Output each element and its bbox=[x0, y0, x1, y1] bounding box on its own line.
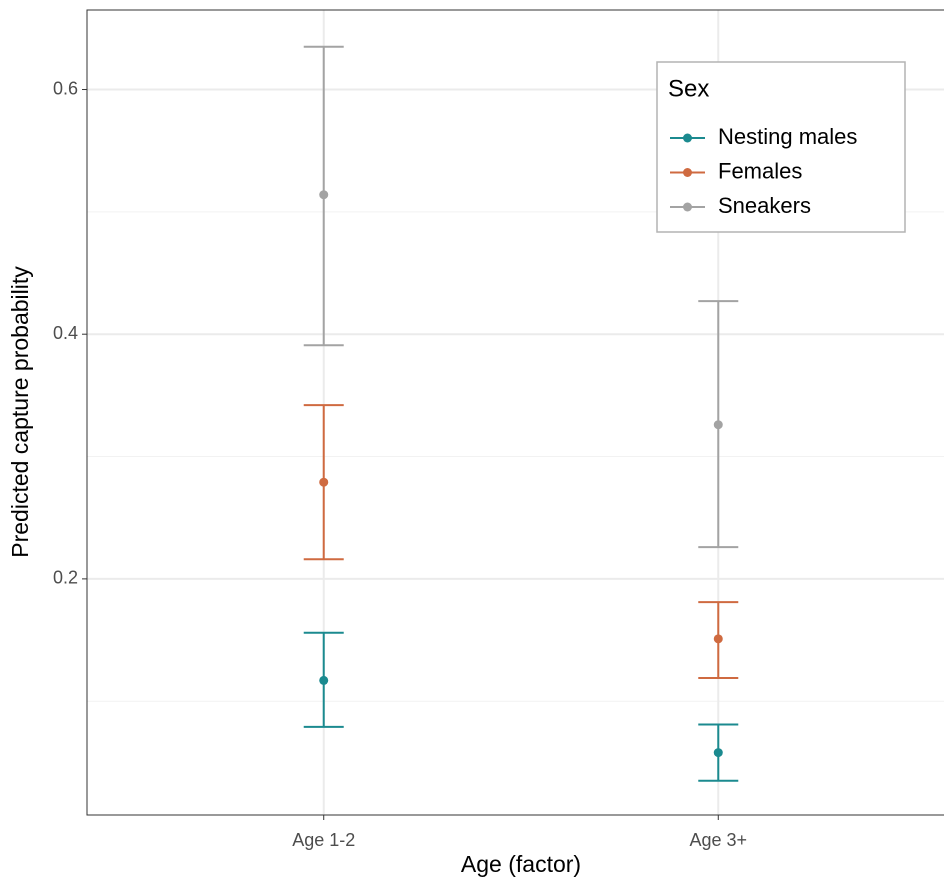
legend-label: Nesting males bbox=[718, 124, 857, 149]
point bbox=[713, 634, 723, 644]
x-axis-label: Age (factor) bbox=[461, 851, 581, 877]
legend-key-point bbox=[683, 133, 692, 143]
point bbox=[319, 675, 329, 685]
y-tick-label: 0.4 bbox=[53, 323, 78, 343]
x-tick-label: Age 1-2 bbox=[292, 830, 355, 850]
legend-box bbox=[656, 61, 906, 233]
legend-title: Sex bbox=[668, 75, 709, 102]
point bbox=[319, 477, 329, 487]
point bbox=[319, 190, 329, 200]
y-axis-label: Predicted capture probability bbox=[7, 266, 33, 558]
legend-key-point bbox=[683, 168, 692, 177]
legend-label: Sneakers bbox=[718, 193, 811, 218]
y-tick-label: 0.6 bbox=[53, 78, 78, 98]
point bbox=[713, 748, 723, 758]
point bbox=[713, 420, 723, 430]
panel-border bbox=[86, 9, 944, 816]
legend-label: Females bbox=[718, 158, 802, 183]
x-tick-label: Age 3+ bbox=[689, 830, 747, 850]
legend-key-point bbox=[683, 202, 692, 212]
y-tick-label: 0.2 bbox=[53, 568, 78, 588]
